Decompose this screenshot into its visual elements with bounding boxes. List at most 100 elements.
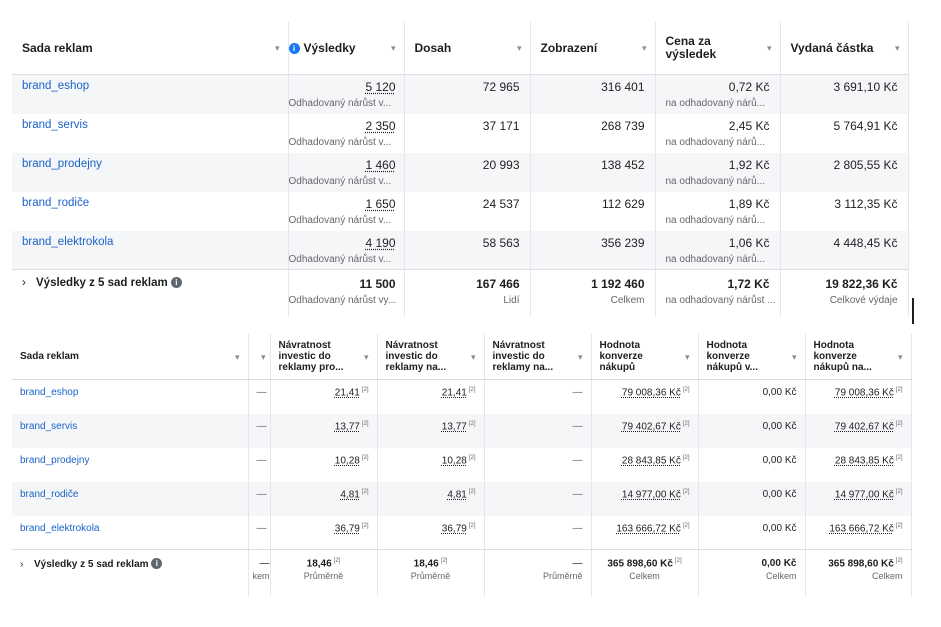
sort-caret-icon[interactable]: ▾ <box>390 43 396 53</box>
results-value[interactable]: 4 190 <box>365 235 396 250</box>
ad-set-name-cell[interactable]: brand_eshop <box>12 379 249 414</box>
amount-spent-cell: 5 764,91 Kč <box>780 113 909 153</box>
roas-value[interactable]: 36,79 <box>441 522 467 534</box>
roas-value[interactable]: 10,28 <box>334 454 360 466</box>
roas-value[interactable]: 4,81 <box>340 488 360 500</box>
roas-3-cell: — <box>484 447 592 482</box>
conversion-value[interactable]: 79 402,67 Kč <box>834 420 894 432</box>
column-header-ad-set[interactable]: Sada reklam ▾ <box>12 22 289 75</box>
results-total: 11 500 <box>359 277 396 291</box>
ad-set-name-link[interactable]: brand_rodiče <box>20 488 79 500</box>
results-value[interactable]: 1 460 <box>365 157 396 172</box>
sort-caret-icon[interactable]: ▾ <box>516 43 522 53</box>
sort-caret-icon[interactable]: ▾ <box>791 352 797 362</box>
ad-set-name-link[interactable]: brand_elektrokola <box>20 522 100 534</box>
results-value[interactable]: 2 350 <box>365 118 396 133</box>
conversion-value[interactable]: 28 843,85 Kč <box>834 454 894 466</box>
cost-subtext: na odhadovaný nárů... <box>665 136 766 148</box>
ad-set-name-cell[interactable]: brand_servis <box>12 413 249 448</box>
column-header-ad-set[interactable]: Sada reklam ▾ <box>12 334 249 380</box>
ad-set-name-link[interactable]: brand_eshop <box>20 387 79 398</box>
results-value[interactable]: 1 650 <box>365 196 396 211</box>
ad-set-name-cell[interactable]: brand_prodejny <box>12 447 249 482</box>
sort-caret-icon[interactable]: ▾ <box>260 352 266 362</box>
totals-row[interactable]: › Výsledky z 5 sad reklam i 11 500 Odhadov… <box>12 269 909 316</box>
conversion-value[interactable]: 28 843,85 Kč <box>621 454 681 466</box>
ad-set-name-link[interactable]: brand_elektrokola <box>22 235 114 248</box>
table-header-row: Sada reklam ▾ ▾ Návratnost investic do re… <box>12 334 912 380</box>
conversion-value[interactable]: 163 666,72 Kč <box>616 522 681 534</box>
column-header-label: Návratnost investic do reklamy na... <box>492 340 554 373</box>
column-header-impressions[interactable]: Zobrazení ▾ <box>530 22 656 75</box>
info-icon[interactable]: i <box>151 558 163 569</box>
conversion-value[interactable]: 79 402,67 Kč <box>621 420 681 432</box>
ad-set-name-link[interactable]: brand_prodejny <box>20 454 90 466</box>
conversion-value[interactable]: 14 977,00 Kč <box>621 488 681 500</box>
roas-value[interactable]: 4,81 <box>447 488 467 500</box>
conversion-total-cell: 365 898,60 Kč [2] Celkem <box>591 549 699 596</box>
conversion-value[interactable]: 163 666,72 Kč <box>829 522 894 534</box>
reach-cell: 72 965 <box>404 74 531 114</box>
sort-caret-icon[interactable]: ▾ <box>894 43 900 53</box>
roas-1-cell: 36,79 [2] <box>270 515 378 550</box>
dash-value: — <box>572 387 583 398</box>
sort-caret-icon[interactable]: ▾ <box>577 352 583 362</box>
sort-caret-icon[interactable]: ▾ <box>641 43 647 53</box>
ad-set-name-cell[interactable]: brand_elektrokola <box>12 515 249 550</box>
sort-caret-icon[interactable]: ▾ <box>274 43 280 53</box>
chevron-right-icon[interactable]: › <box>22 277 26 289</box>
info-icon[interactable]: i <box>288 43 300 54</box>
ad-set-name-link[interactable]: brand_rodiče <box>22 196 90 209</box>
ad-set-name-cell[interactable]: brand_servis <box>12 113 289 153</box>
sort-caret-icon[interactable]: ▾ <box>363 352 369 362</box>
sort-caret-icon[interactable]: ▾ <box>470 352 476 362</box>
roas-value[interactable]: 10,28 <box>441 454 467 466</box>
roas-value[interactable]: 36,79 <box>334 522 360 534</box>
dash-value: — <box>256 420 267 432</box>
ad-set-name-cell[interactable]: brand_eshop <box>12 74 289 114</box>
column-header-roas-2[interactable]: Návratnost investic do reklamy na... ▾ <box>377 334 485 380</box>
ad-set-name-cell[interactable]: brand_rodiče <box>12 481 249 516</box>
conversion-value-cell: 79 008,36 Kč [2] <box>591 379 699 414</box>
column-header-roas-3[interactable]: Návratnost investic do reklamy na... ▾ <box>484 334 592 380</box>
ad-set-name-link[interactable]: brand_eshop <box>22 80 90 92</box>
sort-caret-icon[interactable]: ▾ <box>766 43 772 53</box>
sort-caret-icon[interactable]: ▾ <box>234 352 240 362</box>
results-value[interactable]: 5 120 <box>365 80 396 94</box>
column-header-conversion-value-3[interactable]: Hodnota konverze nákupů na... ▾ <box>805 334 912 380</box>
column-header-collapsed[interactable]: ▾ <box>248 334 271 380</box>
totals-label-cell[interactable]: › Výsledky z 5 sad reklam i <box>12 269 289 316</box>
column-header-amount-spent[interactable]: Vydaná částka ▾ <box>780 22 909 75</box>
column-header-label: Cena za výsledek <box>665 34 717 61</box>
totals-row[interactable]: › Výsledky z 5 sad reklam i — kem 18,46 [2]… <box>12 549 912 596</box>
roas-2-cell: 21,41 [2] <box>377 379 485 414</box>
footnote-mark: [2] <box>361 488 369 495</box>
roas-value[interactable]: 21,41 <box>441 387 467 399</box>
column-header-cost-per-result[interactable]: Cena za výsledek ▾ <box>655 22 781 75</box>
column-header-roas-1[interactable]: Návratnost investic do reklamy pro... ▾ <box>270 334 378 380</box>
footnote-mark: [2] <box>333 558 341 564</box>
column-header-conversion-value[interactable]: Hodnota konverze nákupů ▾ <box>591 334 699 380</box>
ad-set-name-cell[interactable]: brand_rodiče <box>12 191 289 231</box>
sort-caret-icon[interactable]: ▾ <box>897 352 903 362</box>
chevron-right-icon[interactable]: › <box>20 559 24 570</box>
ad-set-name-link[interactable]: brand_servis <box>20 420 78 432</box>
footnote-mark: [2] <box>468 420 476 427</box>
info-icon[interactable]: i <box>170 277 182 288</box>
column-header-conversion-value-2[interactable]: Hodnota konverze nákupů v... ▾ <box>698 334 806 380</box>
ad-set-name-link[interactable]: brand_servis <box>22 118 88 131</box>
ad-set-name-link[interactable]: brand_prodejny <box>22 157 102 170</box>
conversion-value[interactable]: 14 977,00 Kč <box>834 488 894 500</box>
column-header-results[interactable]: i Výsledky ▾ <box>288 22 405 75</box>
sort-caret-icon[interactable]: ▾ <box>684 352 690 362</box>
ad-set-name-cell[interactable]: brand_prodejny <box>12 152 289 192</box>
totals-label-cell[interactable]: › Výsledky z 5 sad reklam i <box>12 549 249 596</box>
roas-value[interactable]: 13,77 <box>334 420 360 432</box>
impressions-cell: 112 629 <box>530 191 656 231</box>
conversion-value[interactable]: 79 008,36 Kč <box>621 387 681 399</box>
conversion-value[interactable]: 79 008,36 Kč <box>834 387 894 399</box>
roas-value[interactable]: 13,77 <box>441 420 467 432</box>
roas-value[interactable]: 21,41 <box>334 387 360 399</box>
column-header-reach[interactable]: Dosah ▾ <box>404 22 531 75</box>
ad-set-name-cell[interactable]: brand_elektrokola <box>12 230 289 270</box>
